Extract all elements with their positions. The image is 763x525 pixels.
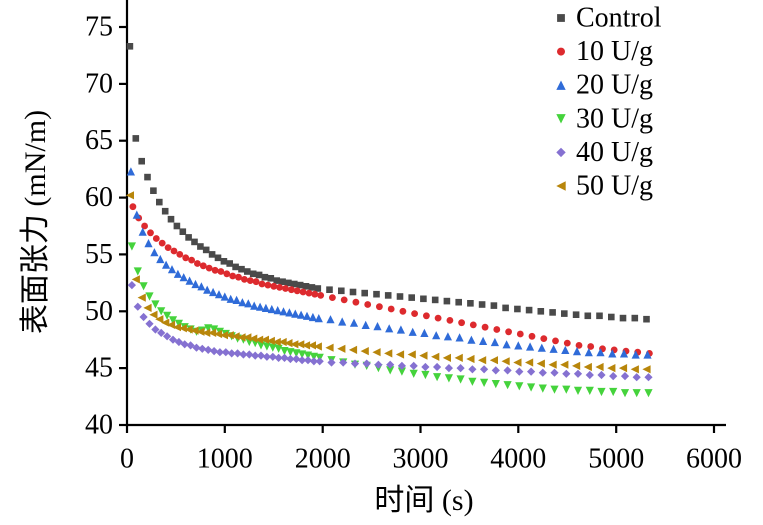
legend-label: Control <box>576 3 662 34</box>
x-tick-label: 5000 <box>588 444 644 475</box>
series-control <box>126 43 650 323</box>
series-30-u-g <box>127 242 653 398</box>
series-10-u-g <box>129 203 653 357</box>
legend-item-40-u-g: 40 U/g <box>556 137 653 168</box>
x-axis-label: 时间 (s) <box>374 484 474 517</box>
x-tick-label: 6000 <box>686 444 742 475</box>
x-tick-label: 3000 <box>393 444 449 475</box>
legend-label: 30 U/g <box>576 103 653 134</box>
x-tick-label: 1000 <box>197 444 253 475</box>
legend-label: 40 U/g <box>576 137 653 168</box>
legend-item-50-u-g: 50 U/g <box>556 171 653 202</box>
legend-item-control: Control <box>557 3 662 34</box>
y-tick-label: 55 <box>85 239 113 270</box>
y-tick-label: 65 <box>85 125 113 156</box>
series-40-u-g <box>127 281 653 382</box>
legend-item-20-u-g: 20 U/g <box>556 70 653 101</box>
y-tick-label: 50 <box>85 296 113 327</box>
x-tick-label: 0 <box>120 444 134 475</box>
legend-label: 20 U/g <box>576 70 653 101</box>
y-axis-label: 表面张力 (mN/m) <box>19 109 52 335</box>
legend-label: 10 U/g <box>576 36 653 67</box>
legend-item-10-u-g: 10 U/g <box>557 36 653 67</box>
y-tick-label: 40 <box>85 410 113 441</box>
legend-label: 50 U/g <box>576 171 653 202</box>
y-axis-ticks: 40 45 50 55 60 65 70 75 <box>85 12 127 441</box>
series-50-u-g <box>125 191 651 374</box>
y-tick-label: 70 <box>85 68 113 99</box>
x-tick-label: 4000 <box>490 444 546 475</box>
x-axis-ticks: 0 1000 2000 3000 4000 5000 6000 <box>120 425 742 475</box>
series-20-u-g <box>126 167 652 359</box>
x-tick-label: 2000 <box>295 444 351 475</box>
y-tick-label: 45 <box>85 353 113 384</box>
y-tick-label: 60 <box>85 182 113 213</box>
y-tick-label: 75 <box>85 12 113 43</box>
legend-item-30-u-g: 30 U/g <box>556 103 653 134</box>
